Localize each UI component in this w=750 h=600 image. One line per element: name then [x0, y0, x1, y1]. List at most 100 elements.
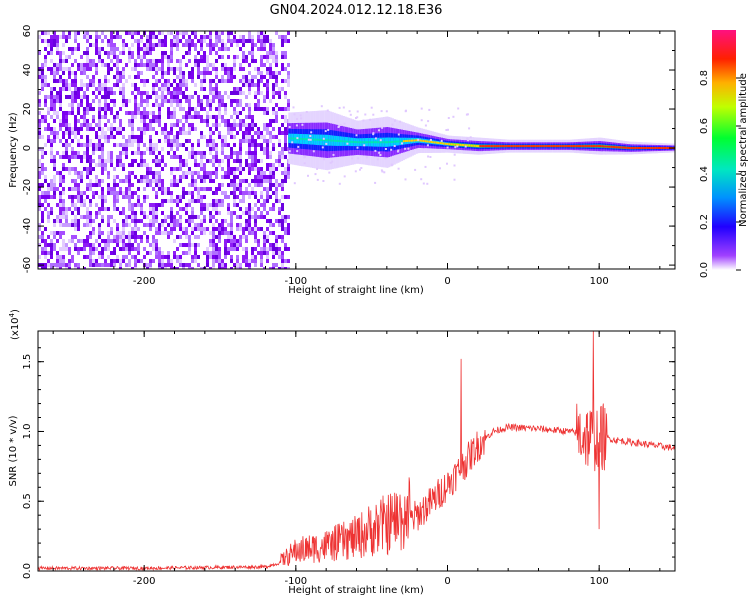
noise-cell: [179, 195, 182, 199]
noise-cell: [53, 231, 56, 235]
noise-cell: [143, 119, 146, 123]
noise-cell: [101, 47, 104, 51]
noise-cell: [188, 47, 191, 51]
noise-cell: [161, 179, 164, 183]
noise-cell: [248, 135, 251, 139]
noise-cell: [98, 263, 101, 267]
noise-cell: [218, 203, 221, 207]
noise-cell: [146, 103, 149, 107]
noise-cell: [122, 75, 125, 79]
noise-cell: [188, 127, 191, 131]
noise-cell: [122, 243, 125, 247]
signal-core: [519, 145, 522, 148]
noise-cell: [122, 43, 125, 47]
noise-cell: [101, 151, 104, 155]
noise-cell: [104, 247, 107, 251]
noise-cell: [62, 31, 65, 35]
noise-cell: [161, 51, 164, 55]
noise-cell: [221, 95, 224, 99]
noise-cell: [68, 87, 71, 91]
noise-cell: [62, 167, 65, 171]
noise-cell: [50, 47, 53, 51]
noise-cell: [221, 135, 224, 139]
noise-cell: [119, 239, 122, 243]
noise-cell: [227, 207, 230, 211]
noise-cell: [116, 71, 119, 75]
noise-cell: [245, 95, 248, 99]
noise-cell: [113, 187, 116, 191]
noise-cell: [263, 127, 266, 131]
noise-cell: [203, 71, 206, 75]
noise-cell: [107, 239, 110, 243]
noise-cell: [104, 259, 107, 263]
signal-core: [410, 139, 413, 142]
noise-cell: [230, 259, 233, 263]
noise-cell: [263, 83, 266, 87]
noise-cell: [149, 263, 152, 267]
noise-cell: [182, 107, 185, 111]
noise-cell: [218, 47, 221, 51]
noise-cell: [191, 151, 194, 155]
noise-cell: [143, 111, 146, 115]
noise-cell: [239, 35, 242, 39]
scatter-cell: [447, 128, 449, 131]
noise-cell: [86, 143, 89, 147]
noise-cell: [239, 47, 242, 51]
noise-cell: [209, 39, 212, 43]
noise-cell: [188, 99, 191, 103]
noise-cell: [200, 151, 203, 155]
noise-cell: [161, 103, 164, 107]
noise-cell: [263, 215, 266, 219]
noise-cell: [92, 119, 95, 123]
noise-cell: [122, 179, 125, 183]
noise-cell: [170, 131, 173, 135]
noise-cell: [74, 219, 77, 223]
noise-cell: [86, 239, 89, 243]
noise-cell: [236, 247, 239, 251]
noise-cell: [38, 255, 41, 259]
noise-cell: [251, 143, 254, 147]
noise-cell: [245, 207, 248, 211]
noise-cell: [260, 251, 263, 255]
noise-cell: [134, 87, 137, 91]
noise-cell: [218, 247, 221, 251]
noise-cell: [59, 59, 62, 63]
noise-cell: [176, 43, 179, 47]
noise-cell: [197, 111, 200, 115]
noise-cell: [179, 127, 182, 131]
noise-cell: [266, 35, 269, 39]
noise-cell: [200, 39, 203, 43]
noise-cell: [287, 163, 290, 167]
noise-cell: [260, 31, 263, 35]
noise-cell: [92, 191, 95, 195]
noise-cell: [50, 91, 53, 95]
noise-cell: [236, 55, 239, 59]
noise-cell: [140, 135, 143, 139]
noise-cell: [269, 39, 272, 43]
noise-cell: [146, 79, 149, 83]
noise-cell: [149, 43, 152, 47]
noise-cell: [149, 47, 152, 51]
noise-cell: [173, 135, 176, 139]
noise-cell: [68, 55, 71, 59]
noise-cell: [254, 159, 257, 163]
noise-cell: [86, 67, 89, 71]
noise-cell: [113, 183, 116, 187]
noise-cell: [188, 155, 191, 159]
noise-cell: [176, 267, 179, 269]
noise-cell: [71, 259, 74, 263]
noise-cell: [203, 87, 206, 91]
scatter-cell: [464, 145, 467, 148]
noise-cell: [176, 167, 179, 171]
noise-cell: [128, 75, 131, 79]
noise-cell: [185, 147, 188, 151]
noise-cell: [179, 59, 182, 63]
noise-cell: [167, 131, 170, 135]
noise-cell: [116, 191, 119, 195]
noise-cell: [125, 215, 128, 219]
noise-cell: [158, 111, 161, 115]
noise-cell: [101, 231, 104, 235]
noise-cell: [80, 215, 83, 219]
noise-cell: [116, 111, 119, 115]
noise-cell: [155, 191, 158, 195]
